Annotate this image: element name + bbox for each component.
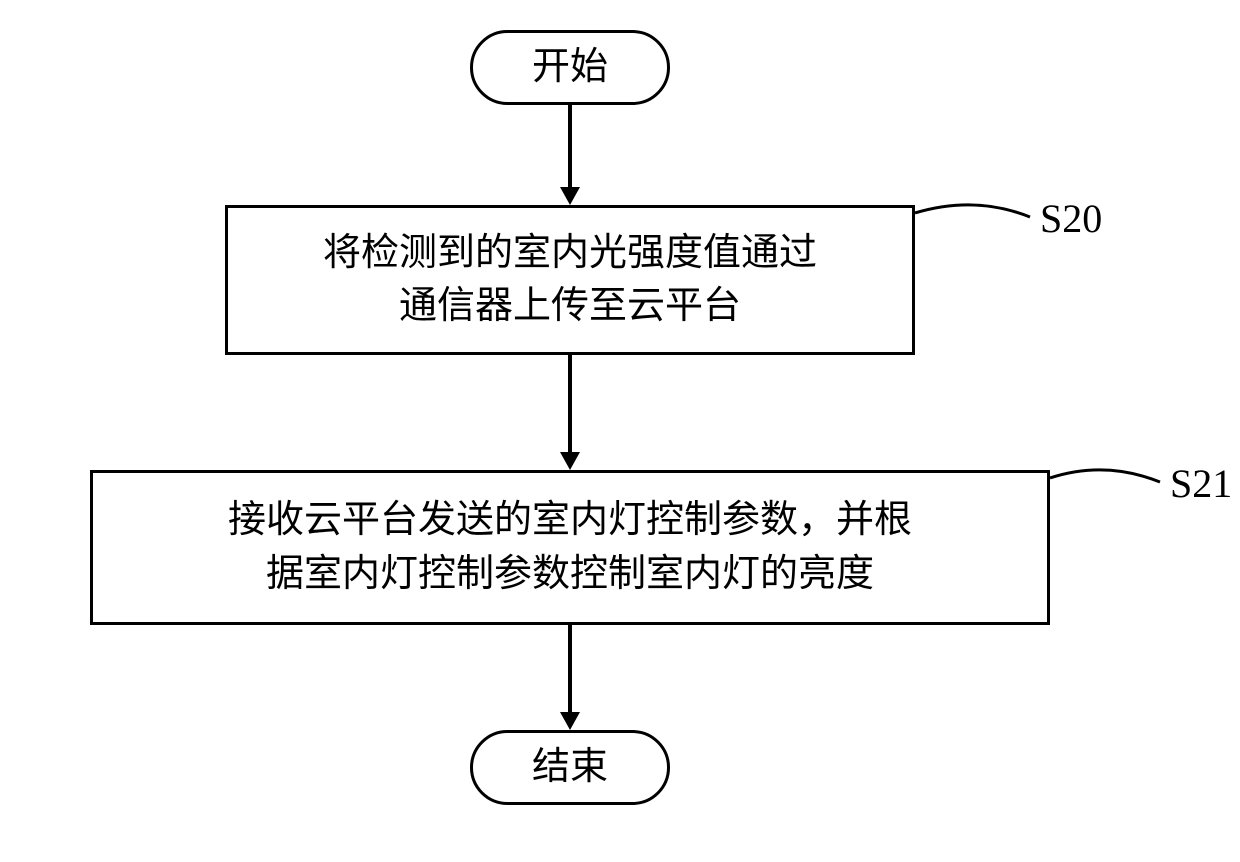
arrow-1-line: [568, 105, 572, 187]
step2-text: 接收云平台发送的室内灯控制参数，并根 据室内灯控制参数控制室内灯的亮度: [228, 494, 912, 600]
step1-text: 将检测到的室内光强度值通过 通信器上传至云平台: [323, 227, 817, 333]
flowchart-container: 开始 将检测到的室内光强度值通过 通信器上传至云平台 S20 接收云平台发送的室…: [90, 30, 1150, 830]
step1-line2: 通信器上传至云平台: [323, 280, 817, 333]
step1-node: 将检测到的室内光强度值通过 通信器上传至云平台: [225, 205, 915, 355]
arrow-2-head: [560, 452, 580, 470]
s21-connector: [1050, 460, 1175, 510]
step2-line1: 接收云平台发送的室内灯控制参数，并根: [228, 494, 912, 547]
start-node: 开始: [470, 30, 670, 105]
step2-line2: 据室内灯控制参数控制室内灯的亮度: [228, 548, 912, 601]
s20-label: S20: [1040, 195, 1102, 242]
arrow-1-head: [560, 187, 580, 205]
step2-node: 接收云平台发送的室内灯控制参数，并根 据室内灯控制参数控制室内灯的亮度: [90, 470, 1050, 625]
end-node: 结束: [470, 730, 670, 805]
s20-connector: [915, 195, 1045, 245]
start-text: 开始: [532, 41, 608, 94]
step1-line1: 将检测到的室内光强度值通过: [323, 227, 817, 280]
end-text: 结束: [532, 741, 608, 794]
s21-label: S21: [1170, 460, 1232, 507]
arrow-3-line: [568, 625, 572, 712]
arrow-2-line: [568, 355, 572, 452]
arrow-3-head: [560, 712, 580, 730]
